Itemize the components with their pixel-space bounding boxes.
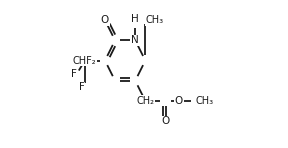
Text: CH₂: CH₂: [136, 96, 154, 106]
Text: O: O: [175, 96, 183, 106]
Text: H: H: [131, 14, 139, 24]
Text: CH₃: CH₃: [195, 96, 213, 106]
Text: CH₃: CH₃: [145, 15, 164, 25]
Text: CHF₂: CHF₂: [73, 56, 96, 66]
Text: F: F: [71, 69, 77, 79]
Text: O: O: [161, 116, 170, 126]
Text: F: F: [79, 82, 85, 92]
Text: O: O: [101, 15, 109, 25]
Text: N: N: [131, 35, 139, 45]
